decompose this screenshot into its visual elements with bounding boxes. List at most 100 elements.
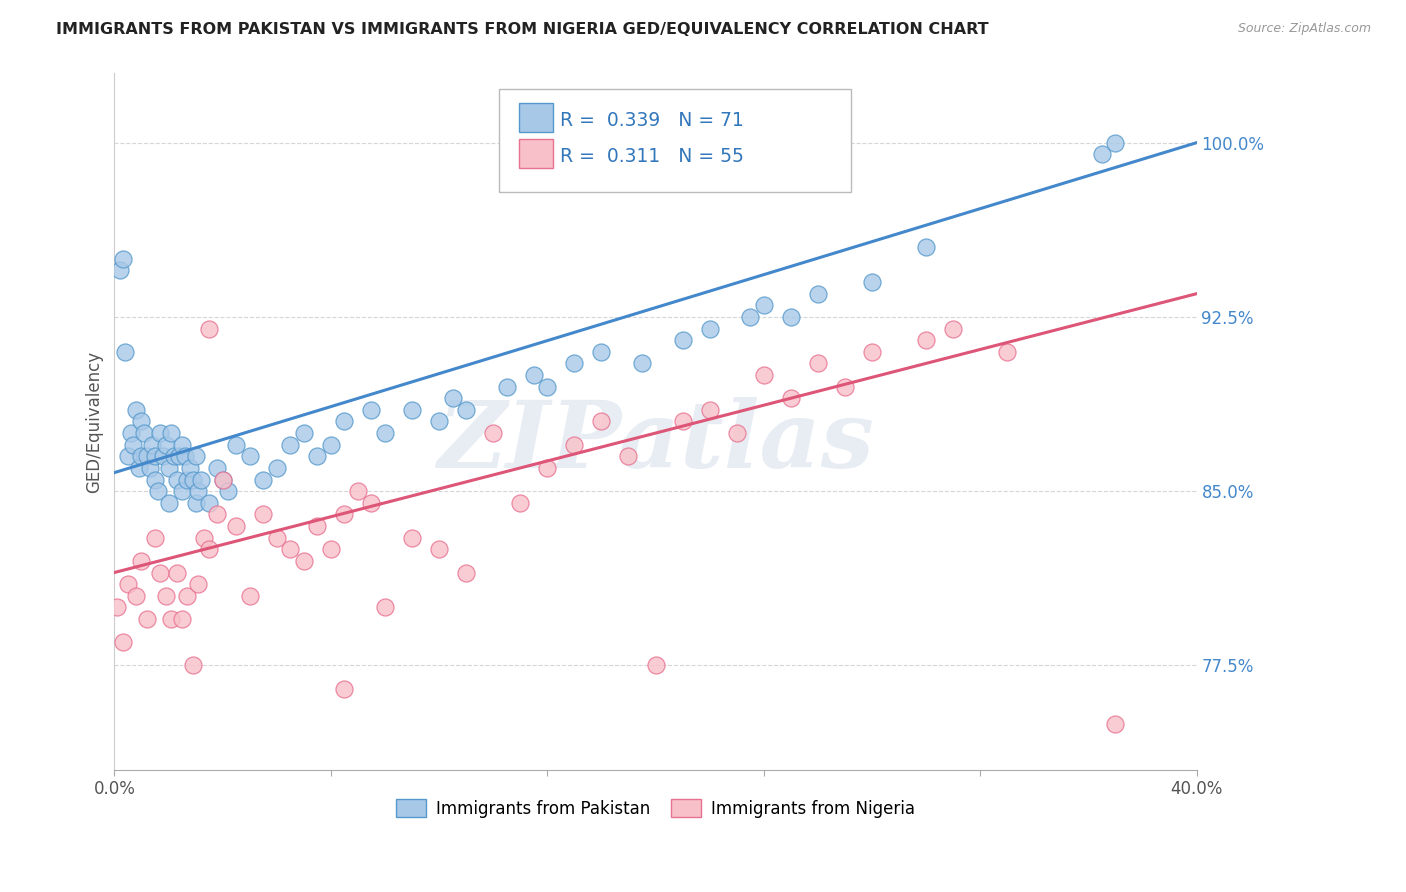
- Point: [495, 379, 517, 393]
- Point: [111, 635, 134, 649]
- Point: [131, 554, 153, 568]
- Point: [1091, 147, 1114, 161]
- Point: [631, 356, 654, 370]
- Point: [205, 508, 228, 522]
- Point: [211, 473, 233, 487]
- Point: [157, 461, 180, 475]
- Point: [942, 321, 965, 335]
- Point: [170, 438, 193, 452]
- Point: [166, 473, 188, 487]
- Point: [141, 438, 163, 452]
- Point: [114, 344, 136, 359]
- Text: R =  0.311   N = 55: R = 0.311 N = 55: [560, 147, 744, 166]
- Point: [456, 402, 478, 417]
- Y-axis label: GED/Equivalency: GED/Equivalency: [86, 351, 103, 492]
- Point: [807, 356, 830, 370]
- Point: [347, 484, 370, 499]
- Point: [401, 402, 423, 417]
- Point: [562, 356, 585, 370]
- Point: [160, 612, 183, 626]
- Point: [591, 344, 613, 359]
- Point: [671, 333, 693, 347]
- Point: [181, 658, 204, 673]
- Point: [125, 402, 148, 417]
- Point: [166, 566, 188, 580]
- Point: [266, 461, 288, 475]
- Point: [131, 450, 153, 464]
- Point: [699, 321, 721, 335]
- Point: [360, 496, 382, 510]
- Point: [225, 519, 247, 533]
- Point: [117, 577, 139, 591]
- Point: [198, 496, 221, 510]
- Point: [536, 379, 558, 393]
- Point: [699, 402, 721, 417]
- Point: [374, 600, 396, 615]
- Point: [562, 438, 585, 452]
- Point: [217, 484, 239, 499]
- Point: [427, 542, 450, 557]
- Point: [143, 531, 166, 545]
- Text: Source: ZipAtlas.com: Source: ZipAtlas.com: [1237, 22, 1371, 36]
- Point: [155, 438, 177, 452]
- Point: [184, 450, 207, 464]
- Point: [190, 473, 212, 487]
- Point: [671, 415, 693, 429]
- Point: [333, 508, 356, 522]
- Point: [915, 333, 938, 347]
- Point: [187, 577, 209, 591]
- Point: [333, 415, 356, 429]
- Point: [807, 286, 830, 301]
- Point: [292, 554, 315, 568]
- Point: [122, 438, 145, 452]
- Point: [752, 298, 775, 312]
- Point: [292, 426, 315, 441]
- Point: [149, 426, 172, 441]
- Point: [1104, 136, 1126, 150]
- Point: [725, 426, 748, 441]
- Point: [198, 321, 221, 335]
- Point: [441, 391, 464, 405]
- Point: [146, 484, 169, 499]
- Point: [184, 496, 207, 510]
- Point: [779, 310, 801, 324]
- Point: [278, 438, 301, 452]
- Point: [307, 450, 329, 464]
- Text: ZIPatlas: ZIPatlas: [437, 398, 875, 487]
- Point: [128, 461, 150, 475]
- Point: [143, 450, 166, 464]
- Point: [169, 450, 191, 464]
- Point: [239, 450, 262, 464]
- Point: [456, 566, 478, 580]
- Point: [915, 240, 938, 254]
- Point: [307, 519, 329, 533]
- Point: [135, 612, 157, 626]
- Point: [105, 600, 128, 615]
- Point: [834, 379, 856, 393]
- Point: [170, 612, 193, 626]
- Point: [427, 415, 450, 429]
- Point: [205, 461, 228, 475]
- Point: [157, 496, 180, 510]
- Point: [752, 368, 775, 382]
- Point: [173, 450, 195, 464]
- Point: [995, 344, 1018, 359]
- Point: [170, 484, 193, 499]
- Point: [134, 426, 156, 441]
- Point: [181, 473, 204, 487]
- Point: [252, 508, 274, 522]
- Point: [138, 461, 160, 475]
- Point: [125, 589, 148, 603]
- Point: [160, 426, 183, 441]
- Point: [536, 461, 558, 475]
- Point: [617, 450, 640, 464]
- Point: [482, 426, 505, 441]
- Point: [131, 415, 153, 429]
- Point: [111, 252, 134, 266]
- Point: [239, 589, 262, 603]
- Point: [155, 589, 177, 603]
- Point: [225, 438, 247, 452]
- Point: [319, 438, 342, 452]
- Point: [143, 473, 166, 487]
- Point: [120, 426, 142, 441]
